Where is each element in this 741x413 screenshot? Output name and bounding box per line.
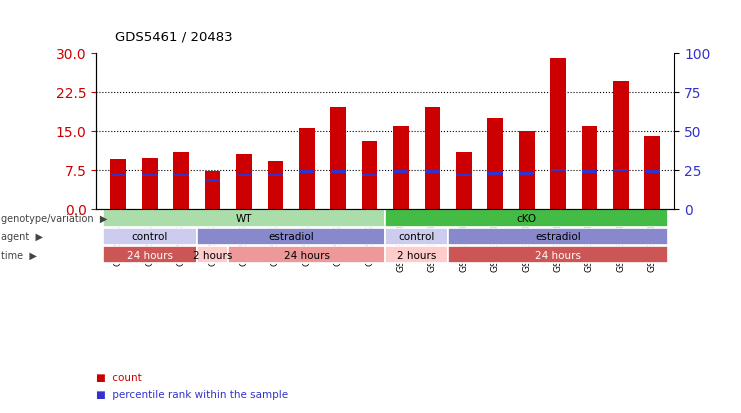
Bar (519, 131, 534, 209)
Bar (448, 228, 668, 245)
Text: control: control (132, 232, 168, 242)
Bar (205, 172, 220, 209)
Bar (173, 174, 189, 177)
Bar (236, 155, 252, 209)
Bar (268, 174, 283, 177)
Text: 24 hours: 24 hours (535, 250, 581, 260)
Bar (448, 247, 668, 264)
Bar (425, 171, 440, 173)
Bar (236, 174, 251, 177)
Text: time  ▶: time ▶ (1, 250, 37, 260)
Bar (330, 108, 346, 209)
Bar (456, 152, 472, 209)
Bar (197, 228, 385, 245)
Bar (551, 169, 565, 172)
Bar (393, 171, 408, 173)
Bar (111, 174, 126, 177)
Bar (385, 228, 448, 245)
Bar (173, 152, 189, 209)
Bar (110, 160, 126, 209)
Text: estradiol: estradiol (535, 232, 581, 242)
Text: 2 hours: 2 hours (193, 250, 232, 260)
Bar (142, 159, 158, 209)
Bar (102, 228, 197, 245)
Bar (142, 174, 157, 177)
Bar (551, 59, 566, 209)
Bar (488, 119, 503, 209)
Bar (519, 173, 534, 176)
Bar (613, 82, 629, 209)
Bar (614, 169, 628, 172)
Bar (299, 129, 315, 209)
Text: ■  percentile rank within the sample: ■ percentile rank within the sample (96, 389, 288, 399)
Text: control: control (399, 232, 435, 242)
Bar (362, 142, 377, 209)
Bar (268, 161, 283, 209)
Bar (330, 171, 345, 173)
Bar (645, 137, 660, 209)
Bar (197, 247, 228, 264)
Text: estradiol: estradiol (268, 232, 314, 242)
Text: ■  count: ■ count (96, 372, 142, 382)
Text: WT: WT (236, 214, 252, 223)
Bar (385, 210, 668, 227)
Bar (488, 173, 502, 176)
Bar (425, 108, 440, 209)
Bar (582, 171, 597, 173)
Bar (228, 247, 385, 264)
Bar (299, 171, 314, 173)
Bar (393, 126, 409, 209)
Bar (102, 247, 197, 264)
Bar (385, 247, 448, 264)
Bar (362, 174, 377, 177)
Text: agent  ▶: agent ▶ (1, 232, 44, 242)
Text: 24 hours: 24 hours (284, 250, 330, 260)
Text: cKO: cKO (516, 214, 536, 223)
Text: 24 hours: 24 hours (127, 250, 173, 260)
Text: genotype/variation  ▶: genotype/variation ▶ (1, 214, 108, 223)
Bar (205, 180, 220, 182)
Bar (645, 171, 659, 173)
Text: 2 hours: 2 hours (397, 250, 436, 260)
Bar (102, 210, 385, 227)
Bar (582, 126, 597, 209)
Bar (456, 174, 471, 177)
Text: GDS5461 / 20483: GDS5461 / 20483 (115, 31, 233, 43)
